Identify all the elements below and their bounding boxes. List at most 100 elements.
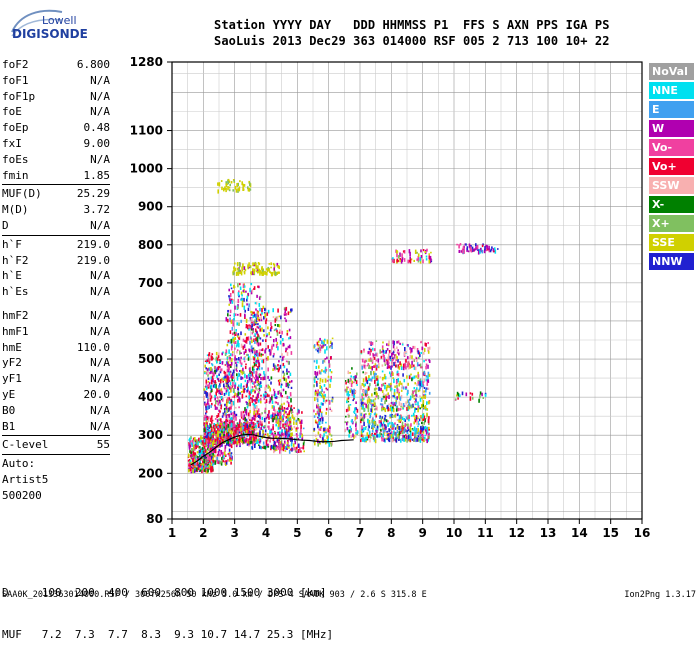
echo-point — [383, 373, 386, 378]
echo-point — [282, 362, 285, 367]
echo-point — [407, 434, 410, 439]
echo-point — [194, 446, 196, 451]
echo-point — [426, 382, 429, 386]
echo-point — [415, 398, 417, 403]
echo-point — [405, 401, 407, 405]
echo-point — [214, 427, 216, 430]
echo-point — [249, 370, 251, 375]
echo-point — [422, 430, 425, 434]
echo-point — [229, 317, 231, 322]
echo-point — [257, 311, 259, 316]
legend-item-nnw: NNW — [649, 253, 694, 270]
echo-point — [413, 395, 415, 398]
echo-point — [381, 345, 384, 350]
echo-point — [272, 415, 274, 420]
echo-point — [356, 372, 358, 376]
echo-point — [209, 459, 211, 463]
echo-point — [232, 322, 234, 327]
echo-point — [419, 385, 421, 389]
echo-point — [240, 356, 242, 359]
echo-point — [279, 427, 282, 429]
echo-point — [244, 417, 246, 422]
echo-point — [288, 413, 290, 417]
echo-point — [418, 388, 421, 391]
echo-point — [227, 361, 230, 365]
echo-point — [265, 443, 268, 446]
echo-point — [424, 251, 426, 254]
echo-point — [234, 438, 236, 443]
echo-point — [258, 445, 261, 449]
echo-point — [255, 270, 258, 273]
param-value: 25.29 — [76, 187, 110, 201]
echo-point — [261, 367, 263, 370]
echo-point — [419, 380, 421, 386]
echo-point — [400, 389, 403, 392]
echo-point — [361, 393, 364, 396]
echo-point — [249, 266, 251, 268]
echo-point — [288, 383, 291, 386]
echo-point — [461, 391, 464, 396]
echo-point — [268, 349, 271, 352]
echo-point — [245, 350, 247, 352]
echo-point — [277, 409, 280, 413]
echo-point — [394, 361, 397, 364]
echo-point — [427, 342, 429, 345]
echo-point — [295, 427, 298, 430]
echo-point — [256, 336, 258, 341]
echo-point — [364, 389, 366, 393]
echo-point — [270, 430, 272, 433]
echo-point — [225, 460, 228, 465]
echo-point — [253, 428, 255, 433]
echo-point — [389, 428, 392, 432]
echo-point — [230, 427, 232, 431]
echo-point — [288, 396, 290, 399]
echo-point — [383, 358, 386, 363]
echo-point — [469, 247, 472, 252]
param-label: foF1 — [2, 73, 29, 87]
echo-point — [329, 433, 331, 436]
echo-point — [398, 426, 400, 431]
echo-point — [230, 181, 233, 184]
echo-point — [225, 378, 227, 383]
echo-point — [365, 403, 367, 408]
echo-point — [242, 440, 245, 444]
echo-point — [417, 405, 420, 410]
echo-point — [245, 318, 248, 324]
echo-point — [400, 418, 402, 422]
echo-point — [227, 433, 230, 437]
echo-point — [216, 442, 219, 447]
echo-point — [207, 442, 210, 447]
echo-point — [388, 358, 390, 361]
echo-point — [276, 445, 278, 448]
echo-point — [248, 266, 250, 269]
echo-point — [278, 443, 281, 447]
echo-point — [381, 364, 384, 367]
echo-point — [230, 429, 232, 434]
echo-point — [240, 434, 243, 438]
echo-point — [208, 352, 211, 356]
echo-point — [209, 433, 211, 438]
echo-point — [276, 316, 279, 320]
echo-point — [405, 435, 408, 440]
echo-point — [219, 379, 222, 384]
echo-point — [217, 182, 219, 186]
echo-point — [386, 395, 388, 399]
echo-point — [419, 259, 422, 264]
echo-point — [238, 290, 240, 293]
echo-point — [325, 411, 327, 415]
echo-point — [270, 444, 273, 449]
echo-point — [255, 350, 258, 354]
echo-point — [493, 250, 495, 253]
echo-point — [232, 299, 235, 302]
echo-point — [218, 385, 220, 389]
echo-point — [237, 182, 239, 186]
echo-point — [283, 413, 285, 418]
echo-point — [210, 356, 213, 361]
echo-point — [428, 255, 431, 260]
echo-point — [365, 393, 367, 396]
echo-point — [322, 343, 325, 347]
echo-point — [239, 423, 242, 427]
echo-point — [396, 253, 398, 258]
echo-point — [239, 286, 242, 290]
echo-point — [371, 422, 374, 428]
